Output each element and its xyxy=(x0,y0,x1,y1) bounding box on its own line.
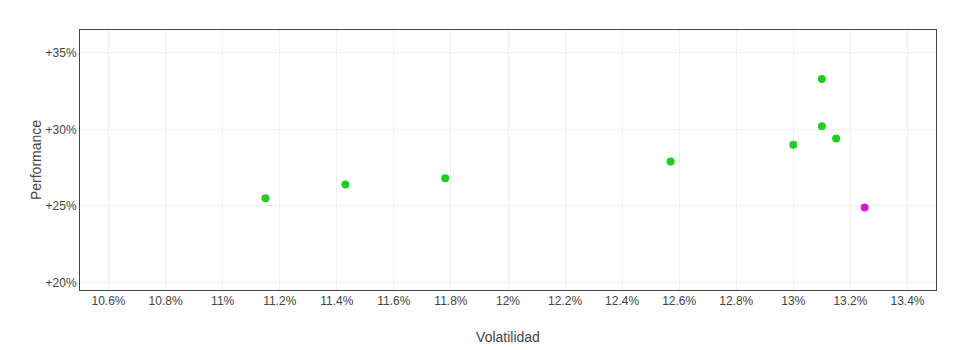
svg-text:13%: 13% xyxy=(781,294,805,308)
svg-text:+20%: +20% xyxy=(46,276,77,290)
svg-text:13.2%: 13.2% xyxy=(833,294,867,308)
svg-text:12.2%: 12.2% xyxy=(548,294,582,308)
svg-text:12.4%: 12.4% xyxy=(605,294,639,308)
svg-text:13.4%: 13.4% xyxy=(890,294,924,308)
svg-text:11.6%: 11.6% xyxy=(377,294,410,308)
svg-text:Volatilidad: Volatilidad xyxy=(476,329,540,345)
svg-text:12.6%: 12.6% xyxy=(662,294,696,308)
svg-text:11.8%: 11.8% xyxy=(434,294,467,308)
svg-text:Performance: Performance xyxy=(28,120,44,200)
svg-text:11.2%: 11.2% xyxy=(263,294,296,308)
svg-text:10.6%: 10.6% xyxy=(92,294,126,308)
svg-text:11%: 11% xyxy=(211,294,234,308)
svg-text:10.8%: 10.8% xyxy=(149,294,183,308)
svg-text:+25%: +25% xyxy=(46,199,77,213)
svg-text:12%: 12% xyxy=(496,294,520,308)
svg-text:11.4%: 11.4% xyxy=(320,294,353,308)
svg-text:+35%: +35% xyxy=(46,46,77,60)
svg-text:12.8%: 12.8% xyxy=(719,294,753,308)
svg-text:+30%: +30% xyxy=(46,123,77,137)
